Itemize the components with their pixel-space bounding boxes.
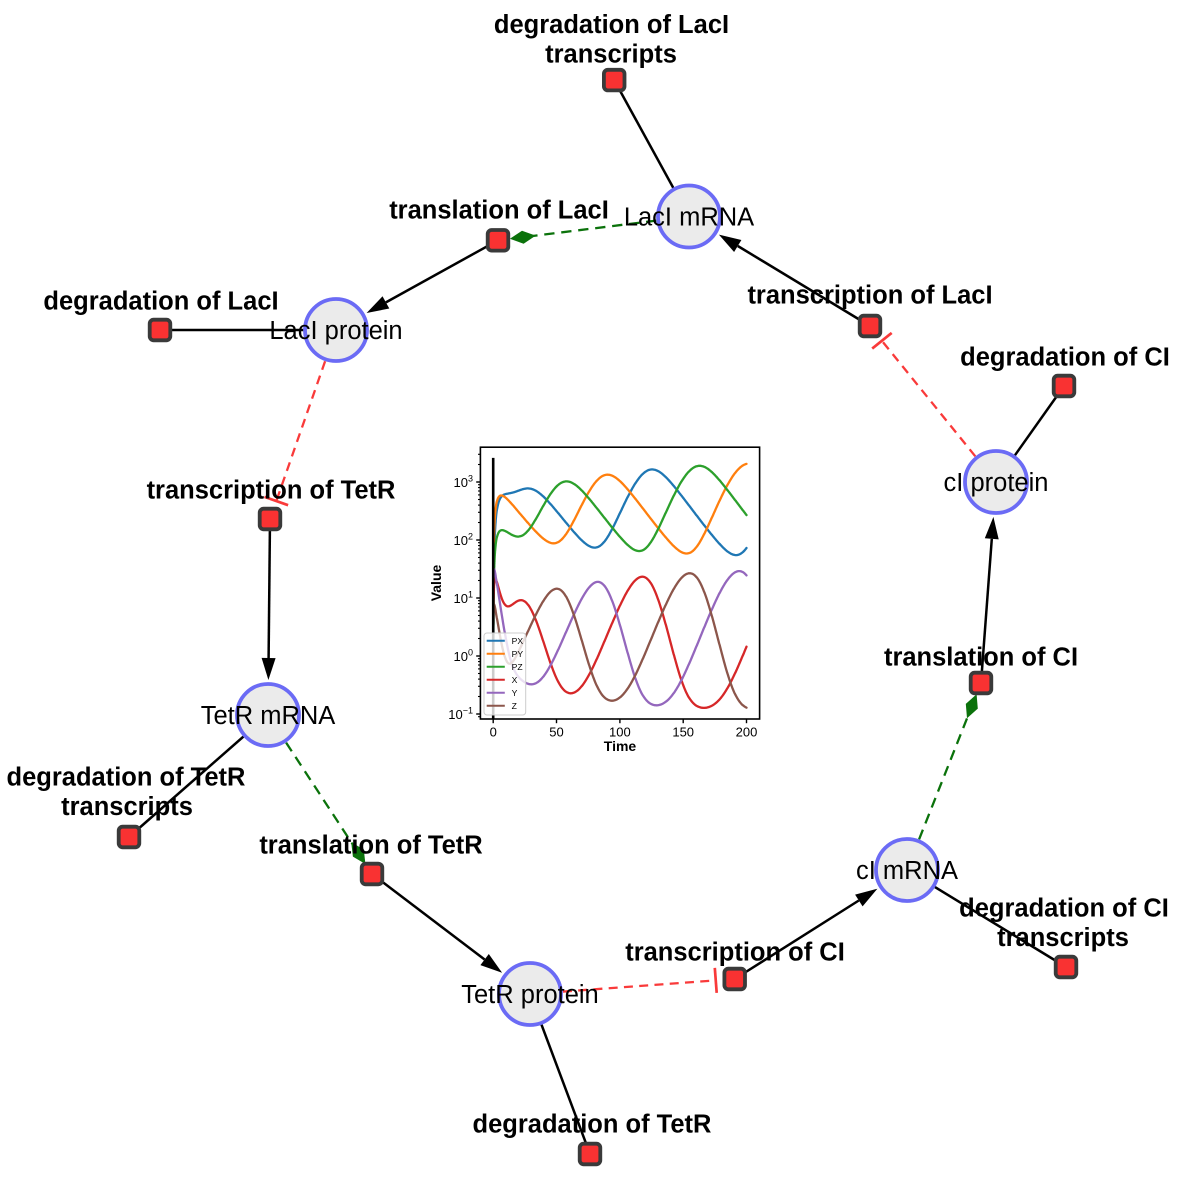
svg-text:PY: PY [512,649,524,659]
svg-text:transcription of CI: transcription of CI [625,939,845,967]
svg-text:10−1: 10−1 [448,706,473,723]
svg-text:degradation of LacI: degradation of LacI [494,11,729,39]
svg-text:degradation of CI: degradation of CI [959,895,1169,923]
svg-text:X: X [512,675,518,685]
svg-text:TetR mRNA: TetR mRNA [201,702,336,730]
svg-text:degradation of LacI: degradation of LacI [43,288,278,316]
svg-text:Y: Y [512,688,518,698]
svg-text:transcripts: transcripts [61,793,193,821]
svg-text:cI protein: cI protein [944,469,1049,497]
svg-text:degradation of CI: degradation of CI [960,344,1170,372]
svg-text:102: 102 [454,532,473,549]
svg-text:100: 100 [454,648,473,665]
svg-text:50: 50 [549,725,563,740]
svg-text:degradation of TetR: degradation of TetR [473,1111,712,1139]
svg-text:Z: Z [512,701,517,711]
svg-text:transcription of LacI: transcription of LacI [747,282,992,310]
svg-text:PZ: PZ [512,662,523,672]
svg-text:200: 200 [736,725,758,740]
svg-text:degradation of TetR: degradation of TetR [7,764,246,792]
svg-text:translation of LacI: translation of LacI [389,197,609,225]
svg-text:translation of TetR: translation of TetR [259,832,482,860]
svg-text:translation of CI: translation of CI [884,644,1078,672]
svg-text:Time: Time [604,738,637,754]
svg-text:transcripts: transcripts [997,924,1129,952]
svg-text:LacI mRNA: LacI mRNA [624,204,754,232]
svg-text:PX: PX [512,636,524,646]
svg-text:Value: Value [428,565,444,602]
svg-text:transcription of TetR: transcription of TetR [147,477,396,505]
svg-text:100: 100 [609,725,631,740]
svg-text:LacI protein: LacI protein [269,317,402,345]
svg-text:150: 150 [672,725,694,740]
svg-text:101: 101 [454,590,473,607]
svg-text:transcripts: transcripts [545,41,677,69]
svg-text:103: 103 [454,474,473,491]
svg-text:cI mRNA: cI mRNA [856,857,958,885]
svg-text:TetR protein: TetR protein [461,981,599,1009]
svg-text:0: 0 [490,725,497,740]
